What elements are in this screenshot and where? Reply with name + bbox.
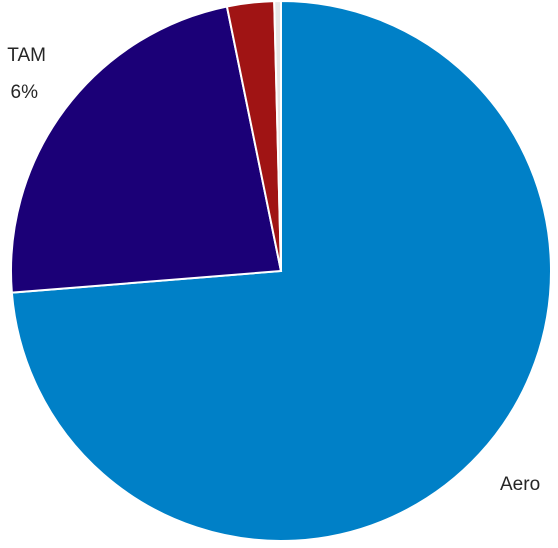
pie-slices — [10, 0, 552, 542]
slice-label-aero: Aero — [500, 474, 540, 495]
slice-label-tam: TAM — [7, 45, 46, 66]
slice-value-tam: 6% — [11, 82, 39, 103]
pie-slice-tam — [10, 5, 283, 294]
pie-labels: TAM 6% Aero — [7, 45, 540, 495]
pie-slice-unlabeled-3 — [273, 0, 282, 272]
